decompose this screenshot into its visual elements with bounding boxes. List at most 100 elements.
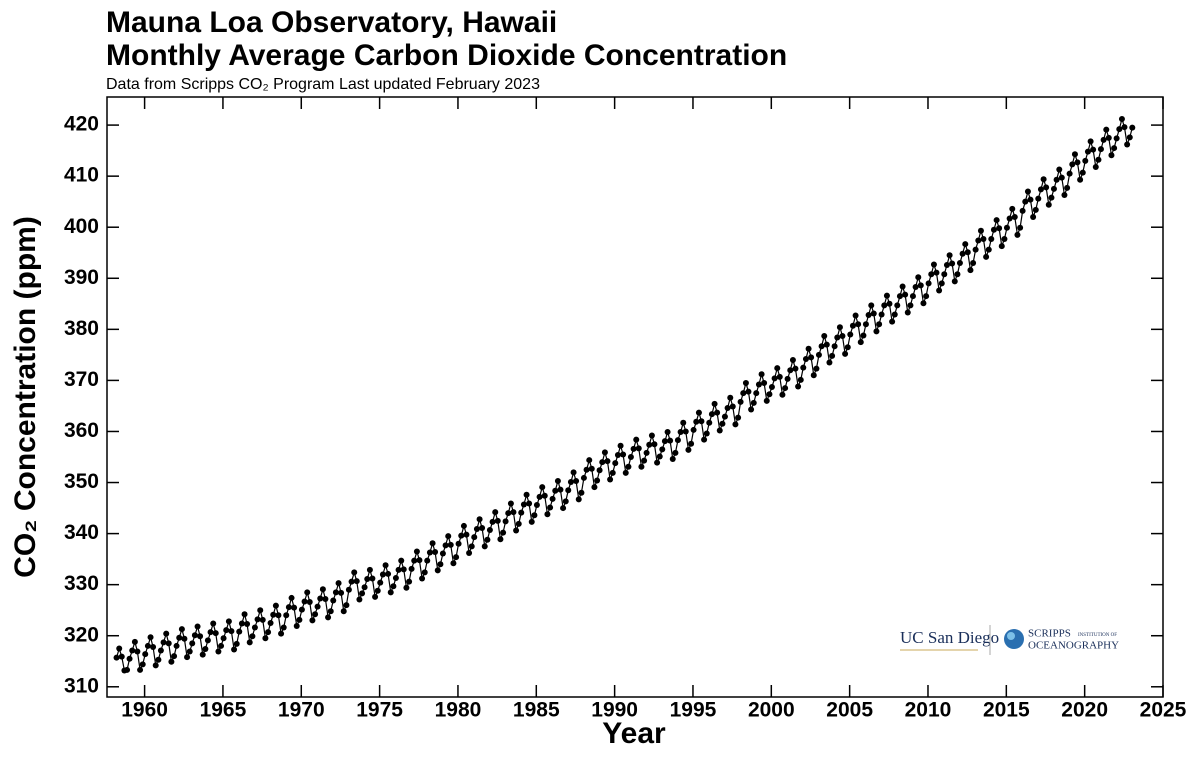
co2-point <box>523 491 530 498</box>
co2-point <box>1037 186 1044 193</box>
co2-point <box>552 487 559 494</box>
x-tick-label: 1965 <box>200 699 247 722</box>
co2-point <box>990 226 997 233</box>
co2-point <box>382 562 389 569</box>
co2-point <box>565 487 572 494</box>
co2-point <box>578 489 585 496</box>
co2-point <box>617 442 624 449</box>
y-tick-label: 330 <box>64 572 99 595</box>
co2-point <box>400 566 407 573</box>
chart-title: Mauna Loa Observatory, Hawaii <box>106 6 557 39</box>
co2-point <box>776 373 783 380</box>
co2-point <box>312 611 319 618</box>
co2-point <box>445 533 452 540</box>
co2-point <box>246 639 253 646</box>
co2-point <box>1126 134 1133 141</box>
co2-point <box>163 630 170 637</box>
co2-point <box>223 627 230 634</box>
co2-point <box>1058 174 1065 181</box>
co2-point <box>184 654 191 661</box>
co2-point <box>479 524 486 531</box>
co2-point <box>735 414 742 421</box>
co2-point <box>238 620 245 627</box>
co2-point <box>868 302 875 309</box>
co2-point <box>278 630 285 637</box>
co2-point <box>314 603 321 610</box>
co2-point <box>267 619 274 626</box>
co2-point <box>377 579 384 586</box>
co2-point <box>272 602 279 609</box>
co2-point <box>439 550 446 557</box>
co2-point <box>719 420 726 427</box>
co2-point <box>761 379 768 386</box>
co2-point <box>988 235 995 242</box>
co2-point <box>635 445 642 452</box>
co2-point <box>189 640 196 647</box>
co2-point <box>547 504 554 511</box>
co2-point <box>319 586 326 593</box>
co2-point <box>1032 206 1039 213</box>
co2-point <box>904 309 911 316</box>
co2-point <box>750 399 757 406</box>
x-tick-label: 1995 <box>670 699 717 722</box>
co2-point <box>1050 185 1057 192</box>
co2-point <box>894 302 901 309</box>
co2-point <box>907 302 914 309</box>
co2-point <box>625 463 632 470</box>
co2-point <box>233 640 240 647</box>
co2-point <box>855 321 862 328</box>
co2-point <box>197 633 204 640</box>
co2-point <box>886 300 893 307</box>
co2-point <box>620 451 627 458</box>
co2-point <box>450 560 457 567</box>
co2-point <box>604 458 611 465</box>
co2-point <box>599 459 606 466</box>
co2-point <box>766 391 773 398</box>
co2-point <box>802 355 809 362</box>
co2-point <box>160 639 167 646</box>
co2-point <box>659 446 666 453</box>
co2-point <box>677 428 684 435</box>
co2-point <box>834 334 841 341</box>
co2-point <box>862 321 869 328</box>
co2-point <box>429 540 436 547</box>
co2-point <box>494 517 501 524</box>
co2-point <box>896 293 903 300</box>
co2-point <box>408 565 415 572</box>
co2-point <box>392 575 399 582</box>
co2-point <box>549 495 556 502</box>
co2-point <box>716 427 723 434</box>
co2-point <box>489 518 496 525</box>
ucsd-logo: UC San Diego <box>900 628 999 647</box>
co2-point <box>1009 205 1016 212</box>
co2-point <box>1105 134 1112 141</box>
co2-point <box>1129 124 1136 131</box>
co2-point <box>1118 115 1125 122</box>
co2-point <box>975 237 982 244</box>
co2-point <box>254 616 261 623</box>
co2-point <box>923 293 930 300</box>
co2-point <box>870 310 877 317</box>
co2-point <box>596 467 603 474</box>
co2-point <box>332 589 339 596</box>
co2-point <box>385 570 392 577</box>
co2-point <box>1017 224 1024 231</box>
co2-point <box>831 343 838 350</box>
co2-point <box>941 271 948 278</box>
co2-point <box>622 469 629 476</box>
y-tick-label: 350 <box>64 470 99 493</box>
co2-point <box>688 440 695 447</box>
co2-point <box>630 445 637 452</box>
y-tick-label: 410 <box>64 164 99 187</box>
y-tick-label: 370 <box>64 368 99 391</box>
co2-point <box>724 404 731 411</box>
co2-point <box>285 604 292 611</box>
y-tick-label: 400 <box>64 215 99 238</box>
co2-point <box>437 561 444 568</box>
co2-point <box>298 606 305 613</box>
co2-point <box>938 280 945 287</box>
co2-point <box>789 356 796 363</box>
co2-point <box>1019 207 1026 214</box>
y-tick-label: 310 <box>64 674 99 697</box>
